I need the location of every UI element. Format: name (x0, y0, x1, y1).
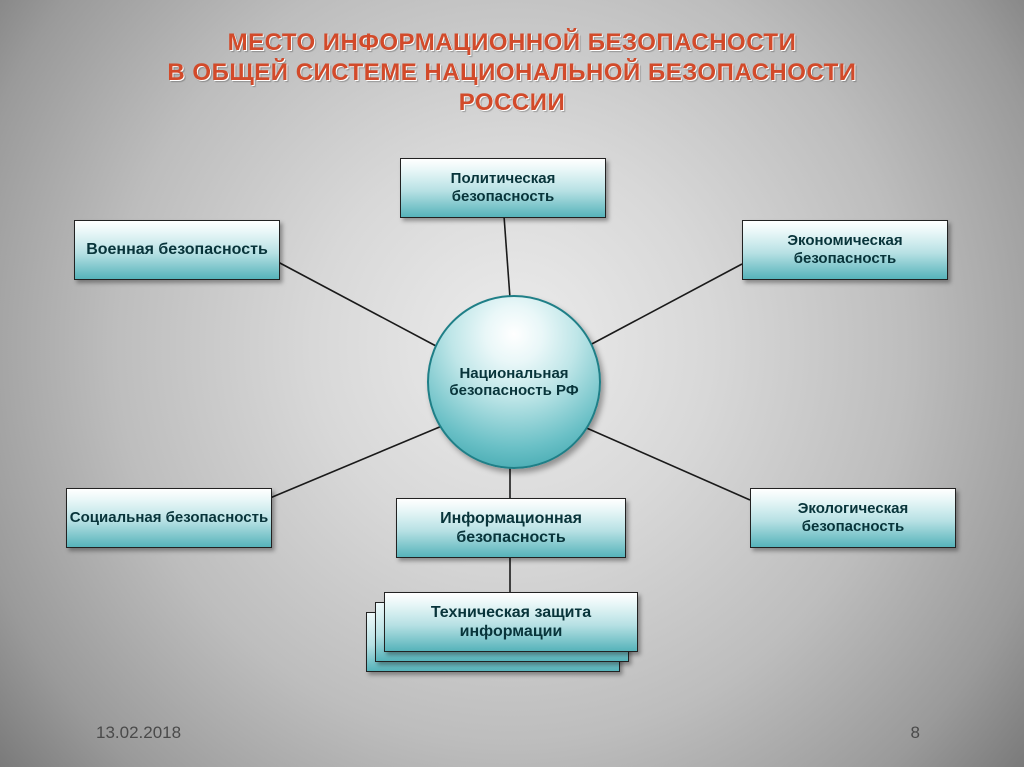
node-economic: Экономическая безопасность (742, 220, 948, 280)
node-social: Социальная безопасность (66, 488, 272, 548)
node-label: Экологическая безопасность (751, 500, 955, 536)
node-political: Политическая безопасность (400, 158, 606, 218)
node-label: Экономическая безопасность (743, 232, 947, 268)
node-ecological: Экологическая безопасность (750, 488, 956, 548)
slide: МЕСТО ИНФОРМАЦИОННОЙ БЕЗОПАСНОСТИ В ОБЩЕ… (0, 0, 1024, 767)
node-technical: Техническая защита информации (384, 592, 638, 652)
footer-date: 13.02.2018 (96, 723, 181, 743)
center-node-label: Национальная безопасность РФ (429, 365, 599, 399)
node-label: Техническая защита информации (385, 603, 637, 641)
center-node: Национальная безопасность РФ (427, 295, 601, 469)
title-line-1: МЕСТО ИНФОРМАЦИОННОЙ БЕЗОПАСНОСТИ (0, 28, 1024, 58)
node-military: Военная безопасность (74, 220, 280, 280)
node-information: Информационная безопасность (396, 498, 626, 558)
node-label: Социальная безопасность (70, 509, 268, 527)
title-line-2: В ОБЩЕЙ СИСТЕМЕ НАЦИОНАЛЬНОЙ БЕЗОПАСНОСТ… (0, 58, 1024, 88)
footer-page-number: 8 (911, 723, 920, 743)
node-label: Информационная безопасность (397, 509, 625, 547)
slide-title: МЕСТО ИНФОРМАЦИОННОЙ БЕЗОПАСНОСТИ В ОБЩЕ… (0, 28, 1024, 118)
node-label: Политическая безопасность (401, 170, 605, 206)
title-line-3: РОССИИ (0, 88, 1024, 118)
node-label: Военная безопасность (86, 240, 268, 259)
